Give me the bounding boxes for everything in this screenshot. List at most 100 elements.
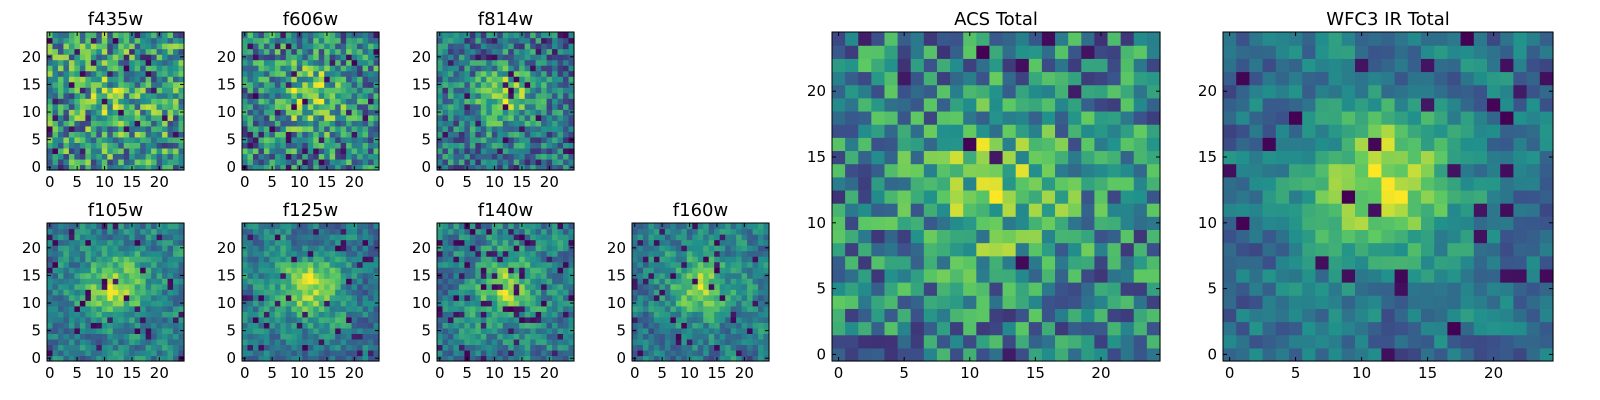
heatmap-cell: [96, 250, 103, 257]
x-tick-label: 10: [485, 173, 504, 191]
heatmap-cell: [508, 125, 515, 132]
heatmap-cell: [642, 294, 650, 301]
heatmap-cell: [313, 305, 320, 312]
heatmap-cell: [519, 81, 526, 88]
heatmap-cell: [263, 120, 270, 127]
heatmap-cell: [162, 300, 169, 307]
heatmap-cell: [637, 272, 644, 279]
heatmap-cell: [368, 87, 375, 94]
heatmap-cell: [1081, 189, 1095, 204]
heatmap-cell: [464, 43, 471, 50]
heatmap-cell: [85, 81, 92, 88]
heatmap-cell: [74, 98, 81, 105]
heatmap-cell: [563, 305, 570, 312]
heatmap-cell: [351, 250, 358, 257]
heatmap-cell: [96, 109, 103, 116]
heatmap-cell: [173, 103, 180, 110]
heatmap-cell: [63, 54, 70, 61]
heatmap-cell: [664, 283, 671, 290]
heatmap-cell: [557, 245, 564, 252]
heatmap-cell: [513, 164, 520, 171]
heatmap-cell: [79, 322, 86, 329]
heatmap-cell: [1120, 308, 1135, 323]
heatmap-cell: [173, 131, 180, 138]
heatmap-cell: [357, 272, 364, 279]
heatmap-cell: [513, 153, 520, 160]
heatmap-cell: [725, 223, 732, 230]
heatmap-cell: [107, 114, 114, 121]
heatmap-cell: [480, 239, 487, 246]
heatmap-cell: [989, 229, 1004, 244]
heatmap-cell: [541, 158, 548, 166]
heatmap-cell: [129, 305, 136, 312]
heatmap-cell: [285, 311, 292, 318]
heatmap-cell: [469, 37, 476, 44]
heatmap-cell: [513, 109, 520, 116]
heatmap-cell: [134, 125, 141, 132]
heatmap-cell: [134, 76, 141, 83]
heatmap-cell: [368, 267, 375, 274]
heatmap-cell: [362, 300, 369, 307]
heatmap-cell: [151, 311, 158, 318]
heatmap-cell: [96, 283, 103, 290]
heatmap-cell: [129, 37, 136, 44]
heatmap-cell: [101, 289, 108, 296]
heatmap-cell: [242, 294, 249, 301]
heatmap-cell: [269, 48, 276, 55]
heatmap-cell: [357, 142, 364, 149]
heatmap-cell: [513, 114, 520, 121]
heatmap-cell: [546, 103, 553, 110]
heatmap-cell: [513, 48, 520, 55]
heatmap-cell: [897, 282, 912, 296]
heatmap-cell: [68, 114, 75, 121]
heatmap-cell: [437, 311, 444, 318]
heatmap-cell: [57, 114, 65, 121]
heatmap-cell: [285, 65, 292, 72]
heatmap-cell: [670, 311, 677, 318]
heatmap-cell: [1120, 203, 1135, 217]
heatmap-cell: [351, 344, 358, 351]
heatmap-cell: [167, 158, 174, 166]
heatmap-cell: [884, 295, 899, 309]
heatmap-cell: [329, 327, 336, 334]
heatmap-cell: [263, 32, 270, 39]
heatmap-cell: [741, 261, 748, 268]
heatmap-cell: [1055, 321, 1069, 336]
heatmap-cell: [274, 289, 281, 296]
heatmap-cell: [552, 228, 559, 235]
heatmap-cell: [541, 147, 548, 155]
heatmap-cell: [68, 147, 75, 155]
heatmap-cell: [963, 268, 977, 283]
heatmap-cell: [68, 92, 75, 99]
heatmap-cell: [362, 48, 369, 55]
heatmap-cell: [178, 65, 185, 72]
heatmap-cell: [963, 203, 977, 217]
heatmap-cell: [692, 256, 699, 263]
heatmap-cell: [897, 189, 912, 204]
heatmap-cell: [123, 316, 130, 323]
heatmap-cell: [1068, 255, 1082, 270]
heatmap-cell: [47, 344, 54, 351]
heatmap-cell: [318, 142, 325, 149]
heatmap-cell: [318, 228, 325, 235]
heatmap-cell: [123, 239, 130, 246]
heatmap-cell: [134, 92, 141, 99]
heatmap-cell: [1081, 203, 1095, 217]
heatmap-cell: [741, 256, 748, 263]
heatmap-cell: [362, 103, 369, 110]
heatmap-cell: [123, 283, 130, 290]
heatmap-cell: [519, 54, 526, 61]
heatmap-cell: [763, 294, 770, 301]
heatmap-cell: [151, 267, 158, 274]
heatmap-cell: [491, 267, 498, 274]
heatmap-cell: [725, 338, 732, 346]
heatmap-cell: [519, 147, 526, 155]
heatmap-cell: [708, 228, 715, 235]
heatmap-cell: [101, 349, 108, 357]
heatmap-cell: [313, 87, 320, 94]
heatmap-cell: [752, 333, 759, 340]
heatmap-cell: [1002, 242, 1017, 257]
heatmap-cell: [725, 283, 732, 290]
heatmap-cell: [719, 289, 726, 296]
heatmap-cell: [313, 131, 320, 138]
